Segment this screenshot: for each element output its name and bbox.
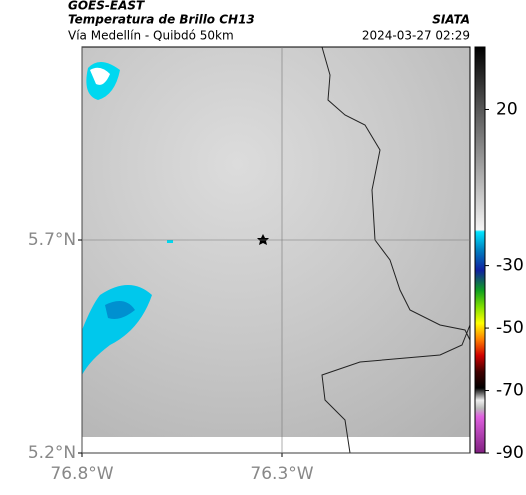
lat-tick-label: 5.7°N xyxy=(28,230,76,250)
imagery xyxy=(81,46,471,454)
brightness-field xyxy=(82,47,470,437)
lon-tick-label: 76.3°W xyxy=(250,464,313,484)
product: Temperatura de Brillo CH13 xyxy=(68,13,255,27)
agency: SIATA xyxy=(432,13,470,27)
timestamp: 2024-03-27 02:29 xyxy=(362,29,470,43)
station-marker xyxy=(257,234,269,245)
lon-tick-label: 76.8°W xyxy=(50,464,113,484)
cold-cloud xyxy=(82,285,152,375)
colorbar-tick-label: -50 xyxy=(496,318,524,338)
lat-tick-label: 5.2°N xyxy=(28,443,76,463)
cold-cloud xyxy=(167,240,173,243)
colorbar-tick-label: -90 xyxy=(496,443,524,463)
cloud-core xyxy=(105,301,135,319)
colorbar xyxy=(474,46,486,454)
colorbar-tick-label: 20 xyxy=(496,99,518,119)
colorbar-tick-label: -70 xyxy=(496,381,524,401)
colorbar-tick-label: -30 xyxy=(496,256,524,276)
route: Vía Medellín - Quibdó 50km xyxy=(68,29,234,43)
boundary xyxy=(321,46,471,454)
cloud-core xyxy=(90,67,110,85)
satellite: GOES-EAST xyxy=(68,0,145,13)
no-data xyxy=(82,437,470,453)
